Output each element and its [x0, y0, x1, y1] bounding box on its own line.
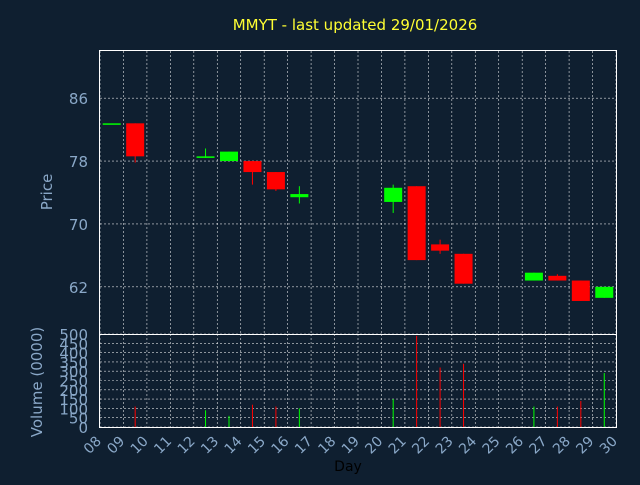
x-ticks: 08 09 10 11 12 13 14 15 16 17 18 19 20 21 22 23 24 25 26 27…: [81, 433, 621, 457]
candle-body: [524, 272, 543, 281]
volume-tick-label: 50: [69, 410, 88, 428]
price-tick-label: 78: [69, 153, 88, 171]
candle-body: [266, 172, 285, 190]
candle-body: [290, 194, 309, 198]
price-y-ticks: 62 70 78 86: [69, 90, 88, 297]
volume-tick-label: 300: [59, 363, 88, 381]
candle-body: [431, 244, 450, 251]
candle-body: [595, 286, 614, 298]
candle-body: [243, 161, 262, 173]
volume-tick-label: 350: [59, 354, 88, 372]
candle-body: [384, 187, 403, 202]
volume-tick-label: 100: [59, 400, 88, 418]
volume-tick-label: 400: [59, 345, 88, 363]
volume-tick-label: 500: [59, 326, 88, 344]
price-axis-label: Price: [38, 174, 56, 211]
chart-title: MMYT - last updated 29/01/2026: [233, 16, 478, 34]
volume-bars: [134, 335, 605, 427]
candle-body: [454, 253, 473, 284]
price-tick-label: 70: [69, 216, 88, 234]
volume-frame: [99, 334, 617, 428]
candle-body: [196, 156, 215, 158]
volume-tick-label: 0: [78, 419, 88, 437]
candle-body: [548, 275, 567, 281]
candle-body: [220, 151, 238, 162]
candle-body: [407, 186, 426, 261]
candle-body: [571, 280, 590, 301]
volume-tick-label: 200: [59, 382, 88, 400]
price-panel: 62 70 78 86: [69, 50, 617, 335]
volume-axis-label: Volume (0000): [28, 327, 46, 437]
x-axis-label: Day: [334, 459, 362, 475]
candles: [102, 123, 614, 301]
volume-tick-label: 450: [59, 335, 88, 353]
price-tick-label: 86: [69, 90, 88, 108]
volume-tick-label: 250: [59, 373, 88, 391]
price-grid: [99, 51, 617, 334]
candle-body: [102, 123, 121, 125]
candle-body: [126, 123, 145, 157]
volume-tick-label: 150: [59, 391, 88, 409]
price-tick-label: 62: [69, 279, 88, 297]
